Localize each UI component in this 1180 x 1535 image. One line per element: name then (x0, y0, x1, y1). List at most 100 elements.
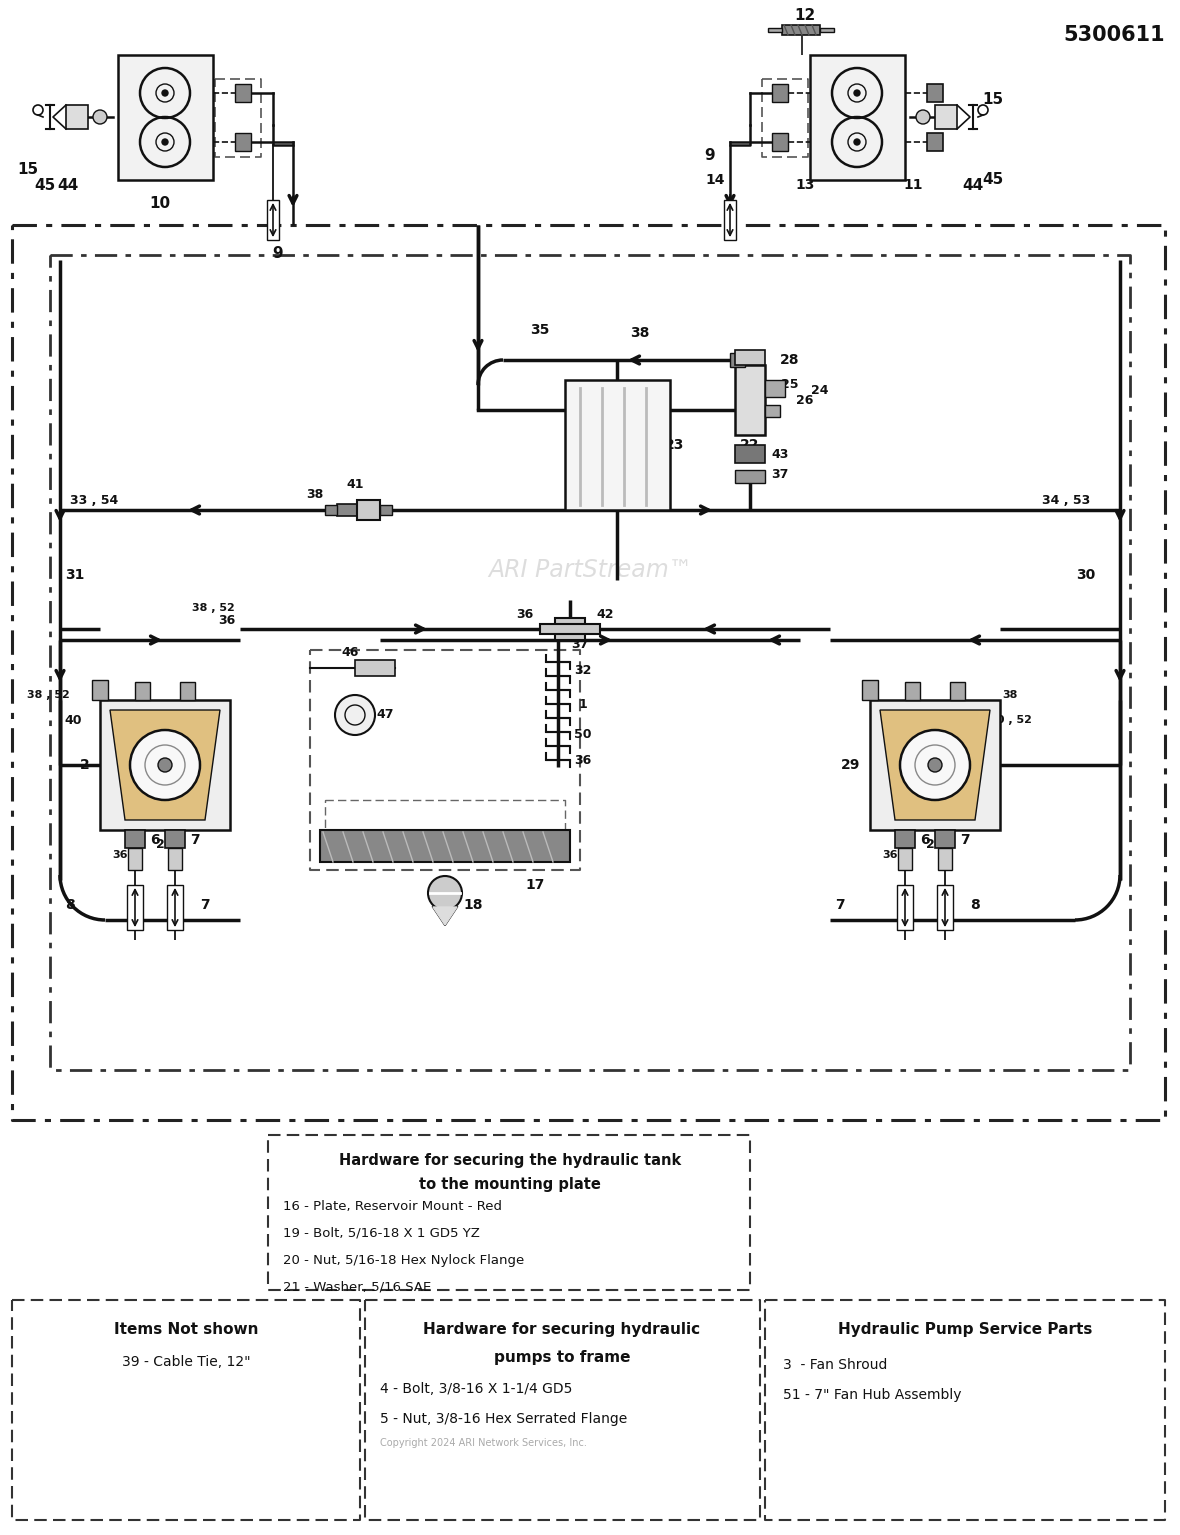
Bar (118, 55, 214, 180)
Text: 15: 15 (18, 163, 39, 178)
Text: 38 , 52: 38 , 52 (27, 691, 70, 700)
Bar (735, 365, 765, 434)
Bar (324, 505, 337, 516)
Circle shape (854, 91, 860, 97)
Text: to the mounting plate: to the mounting plate (419, 1177, 601, 1193)
Text: 7: 7 (201, 898, 210, 912)
Text: 44: 44 (963, 178, 984, 192)
Text: 33 , 54: 33 , 54 (70, 493, 118, 507)
Text: Hydraulic Pump Service Parts: Hydraulic Pump Service Parts (838, 1322, 1093, 1337)
Circle shape (927, 758, 942, 772)
Bar (267, 200, 278, 239)
Circle shape (335, 695, 375, 735)
Text: 16 - Plate, Reservoir Mount - Red: 16 - Plate, Reservoir Mount - Red (283, 1200, 502, 1213)
Text: 47: 47 (376, 709, 394, 721)
Text: 28: 28 (780, 353, 800, 367)
Text: 18: 18 (464, 898, 483, 912)
Bar (894, 830, 915, 847)
Bar (725, 200, 736, 239)
Bar (235, 134, 251, 150)
Bar (898, 847, 912, 870)
Bar (92, 680, 109, 700)
Text: 7: 7 (190, 834, 199, 847)
Bar (768, 28, 782, 32)
Circle shape (93, 111, 107, 124)
Text: 40 , 52: 40 , 52 (989, 715, 1031, 725)
Text: 17: 17 (525, 878, 545, 892)
Text: 19 - Bolt, 5/16-18 X 1 GD5 YZ: 19 - Bolt, 5/16-18 X 1 GD5 YZ (283, 1226, 480, 1240)
Text: 50: 50 (575, 729, 591, 741)
Text: 37: 37 (571, 639, 589, 651)
Text: 26: 26 (796, 393, 814, 407)
Text: 9: 9 (704, 147, 715, 163)
Text: pumps to frame: pumps to frame (493, 1349, 630, 1365)
Circle shape (900, 731, 970, 800)
Bar (765, 405, 780, 418)
Circle shape (916, 111, 930, 124)
Bar (938, 847, 952, 870)
Circle shape (162, 140, 168, 144)
Text: 36: 36 (883, 850, 898, 860)
Bar (125, 830, 145, 847)
Text: 34 , 53: 34 , 53 (1042, 493, 1090, 507)
Bar (927, 84, 943, 101)
Text: 15: 15 (983, 92, 1003, 107)
Bar (380, 505, 392, 516)
Text: 37: 37 (772, 468, 788, 482)
Text: 5 - Nut, 3/8-16 Hex Serrated Flange: 5 - Nut, 3/8-16 Hex Serrated Flange (380, 1412, 628, 1426)
Bar (772, 84, 788, 101)
Bar (765, 381, 785, 398)
Circle shape (162, 91, 168, 97)
Text: 2: 2 (80, 758, 90, 772)
Bar (165, 830, 185, 847)
Text: 23: 23 (666, 437, 684, 451)
Text: 39 - Cable Tie, 12": 39 - Cable Tie, 12" (122, 1355, 250, 1369)
Bar (905, 682, 920, 700)
Bar (809, 55, 905, 180)
Polygon shape (110, 711, 219, 820)
Text: 6: 6 (920, 834, 930, 847)
Text: 32: 32 (575, 663, 591, 677)
Text: 40: 40 (65, 714, 81, 726)
Text: 22: 22 (740, 437, 760, 451)
Text: 7: 7 (835, 898, 845, 912)
Bar (66, 104, 88, 129)
Text: BOTTOM: BOTTOM (142, 163, 189, 173)
Text: 24: 24 (812, 384, 828, 396)
Text: 10: 10 (150, 195, 171, 210)
Text: TOP: TOP (845, 61, 870, 72)
Text: 27: 27 (926, 838, 944, 852)
Bar (950, 682, 965, 700)
Bar (127, 847, 142, 870)
Text: 38: 38 (307, 488, 323, 502)
Bar (181, 682, 195, 700)
Text: 31: 31 (65, 568, 85, 582)
Bar (735, 445, 765, 464)
Bar (555, 619, 585, 640)
Polygon shape (880, 711, 990, 820)
Bar (935, 830, 955, 847)
Text: 35: 35 (530, 322, 550, 338)
Bar (135, 682, 150, 700)
Text: 21 - Washer, 5/16 SAE: 21 - Washer, 5/16 SAE (283, 1282, 431, 1294)
Text: 42: 42 (596, 608, 614, 622)
Text: 11: 11 (903, 178, 923, 192)
Text: 43: 43 (772, 448, 788, 460)
Bar (870, 700, 999, 830)
Bar (772, 134, 788, 150)
Bar (565, 381, 670, 510)
Text: 8: 8 (65, 898, 76, 912)
Text: 14: 14 (706, 173, 725, 187)
Bar (730, 353, 745, 367)
Bar (937, 886, 953, 930)
Text: 36: 36 (517, 608, 533, 622)
Text: 6: 6 (150, 834, 159, 847)
Text: 5300611: 5300611 (1063, 25, 1165, 45)
Text: 4 - Bolt, 3/8-16 X 1-1/4 GD5: 4 - Bolt, 3/8-16 X 1-1/4 GD5 (380, 1382, 572, 1395)
Bar (540, 625, 599, 634)
Text: 46: 46 (341, 646, 359, 659)
Text: 44: 44 (58, 178, 79, 192)
Bar (863, 680, 878, 700)
Bar (897, 886, 913, 930)
Text: 20 - Nut, 5/16-18 Hex Nylock Flange: 20 - Nut, 5/16-18 Hex Nylock Flange (283, 1254, 524, 1266)
